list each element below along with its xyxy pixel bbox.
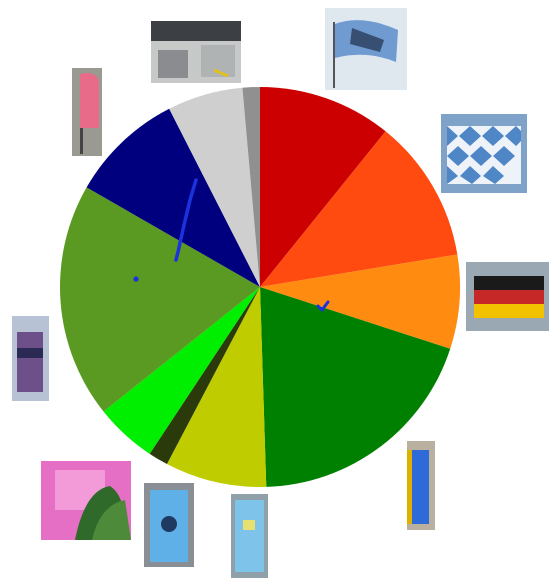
pie-slice-2 [260, 131, 458, 287]
street-photo-thumbnail [151, 21, 241, 83]
pie-slice-5 [166, 287, 267, 487]
pink-banner-thumbnail [41, 461, 131, 540]
pie-slice-10 [169, 87, 260, 288]
pie-slice-1 [260, 87, 386, 287]
bavarian-lozenge-flag-thumbnail [441, 114, 527, 193]
pen-check-annotation [316, 300, 330, 312]
pie-slices [59, 87, 461, 487]
pie-slice-7 [103, 287, 261, 454]
blue-banner-thumbnail-bottom [144, 483, 194, 567]
pen-stroke-annotation [174, 178, 198, 262]
bavarian-lion-flag-thumbnail [325, 8, 407, 90]
purple-banner-thumbnail [12, 316, 49, 401]
blue-sign-thumbnail [231, 494, 268, 578]
pen-dot-annotation [133, 276, 139, 282]
thumbnail-images [12, 8, 549, 578]
pie-slice-11 [242, 87, 260, 287]
pie-slice-3 [260, 254, 461, 349]
german-flag-thumbnail [466, 262, 549, 331]
blue-banner-thumbnail-right [407, 441, 435, 530]
pie-slice-9 [86, 108, 260, 287]
pie-slice-6 [149, 287, 260, 465]
pie-slice-8 [59, 187, 260, 412]
pen-annotations [133, 178, 330, 312]
pie-slice-4 [260, 287, 451, 487]
pink-flag-thumbnail [72, 68, 102, 156]
